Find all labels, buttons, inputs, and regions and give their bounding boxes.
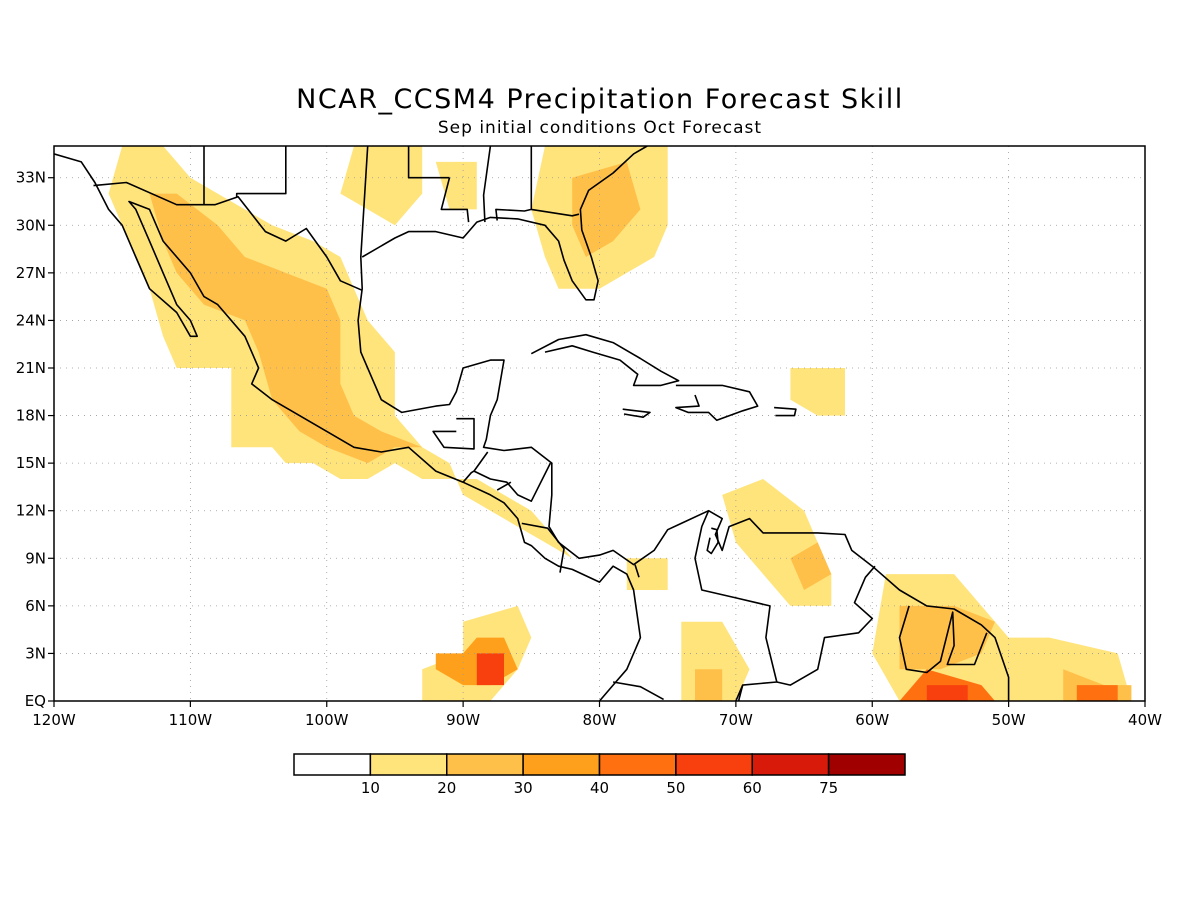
lon-tick-label: 50W <box>992 711 1026 729</box>
lon-tick-label: 110W <box>169 711 213 729</box>
lon-tick-label: 90W <box>446 711 480 729</box>
colorbar-label: 30 <box>514 779 533 797</box>
venezuela-brazil-border <box>776 565 876 686</box>
south-america-interior <box>694 510 778 701</box>
map-title: NCAR_CCSM4 Precipitation Forecast Skill <box>296 84 904 115</box>
skill-region-1 <box>149 193 423 464</box>
colorbar-swatch <box>293 753 372 776</box>
skill-region-6 <box>790 368 845 416</box>
skill-region-3 <box>435 161 477 210</box>
lon-tick-label: 100W <box>305 711 349 729</box>
colorbar-label: 75 <box>819 779 838 797</box>
hispaniola <box>675 384 759 422</box>
skill-region-20 <box>626 558 668 590</box>
lon-tick-label: 40W <box>1128 711 1162 729</box>
us-state-lines-3 <box>407 146 450 179</box>
colorbar-label: 10 <box>361 779 380 797</box>
skill-region-19 <box>1076 685 1118 701</box>
skill-region-15 <box>899 605 995 670</box>
costa-rica-borders <box>521 522 565 573</box>
jamaica <box>622 408 651 419</box>
us-state-lines-6 <box>440 177 470 223</box>
central-america-borders-2 <box>473 462 552 503</box>
colorbar-swatch <box>598 753 677 776</box>
colorbar: 10 20 30 40 50 60 75 <box>293 753 906 797</box>
map-subtitle: Sep initial conditions Oct Forecast <box>437 118 763 138</box>
cuba <box>530 333 680 387</box>
lat-tick-label: 27N <box>16 264 46 282</box>
lat-tick-label: 15N <box>16 454 46 472</box>
lon-tick-label: 70W <box>719 711 753 729</box>
colorbar-label: 60 <box>743 779 762 797</box>
skill-region-5 <box>572 161 641 257</box>
colorbar-swatch <box>751 753 830 776</box>
skill-region-8 <box>790 542 832 590</box>
colorbar-swatch <box>827 753 906 776</box>
brazil-colombia-south <box>737 684 744 701</box>
lat-tick-label: 12N <box>16 502 46 520</box>
colorbar-swatch <box>522 753 601 776</box>
lon-tick-label: 60W <box>855 711 889 729</box>
lat-tick-label: 21N <box>16 359 46 377</box>
skill-region-10 <box>695 669 723 701</box>
lon-tick-label: 80W <box>583 711 617 729</box>
lat-tick-label: 9N <box>25 549 46 567</box>
lat-tick-label: EQ <box>25 692 46 710</box>
yucatan-interior-border <box>432 417 475 450</box>
colorbar-swatch <box>369 753 448 776</box>
lake-maracaibo <box>706 527 719 555</box>
lon-tick-label: 120W <box>32 711 76 729</box>
colorbar-swatch <box>675 753 753 776</box>
skill-shading-layer <box>108 146 1132 701</box>
colorbar-label: 40 <box>590 779 609 797</box>
central-america-borders-3 <box>496 481 512 491</box>
skill-region-13 <box>476 653 504 686</box>
coastlines-and-borders <box>54 146 1010 701</box>
us-state-lines-7 <box>531 208 580 217</box>
skill-region-7 <box>722 479 832 606</box>
us-gulf-coast <box>361 146 648 301</box>
skill-region-17 <box>926 685 968 701</box>
north-america-pacific-coast <box>54 153 642 701</box>
lat-tick-label: 6N <box>25 597 46 615</box>
colorbar-swatch <box>446 753 524 776</box>
skill-region-2 <box>340 146 423 226</box>
colombia-ecuador <box>612 681 664 701</box>
colorbar-label: 50 <box>666 779 685 797</box>
us-state-lines-4 <box>482 146 492 223</box>
lat-tick-label: 30N <box>16 216 46 234</box>
colorbar-label: 20 <box>437 779 456 797</box>
axis-ticks: 120W 110W 100W 90W 80W 70W 60W 50W 40W EQ 3N 6N 9N 12… <box>16 169 1162 729</box>
panama-colombia <box>634 564 640 578</box>
puerto-rico <box>774 406 797 417</box>
us-mexico-border <box>93 181 363 292</box>
lat-tick-label: 24N <box>16 311 46 329</box>
us-state-lines-5 <box>495 146 533 221</box>
guianas-borders <box>898 605 988 674</box>
lat-tick-label: 3N <box>25 644 46 662</box>
grid-lines <box>54 146 1145 701</box>
lat-tick-label: 18N <box>16 407 46 425</box>
us-state-lines-2 <box>235 146 287 197</box>
gulf-and-caribbean-coast <box>357 146 1010 701</box>
central-america-borders <box>462 451 489 483</box>
lat-tick-label: 33N <box>16 169 46 187</box>
